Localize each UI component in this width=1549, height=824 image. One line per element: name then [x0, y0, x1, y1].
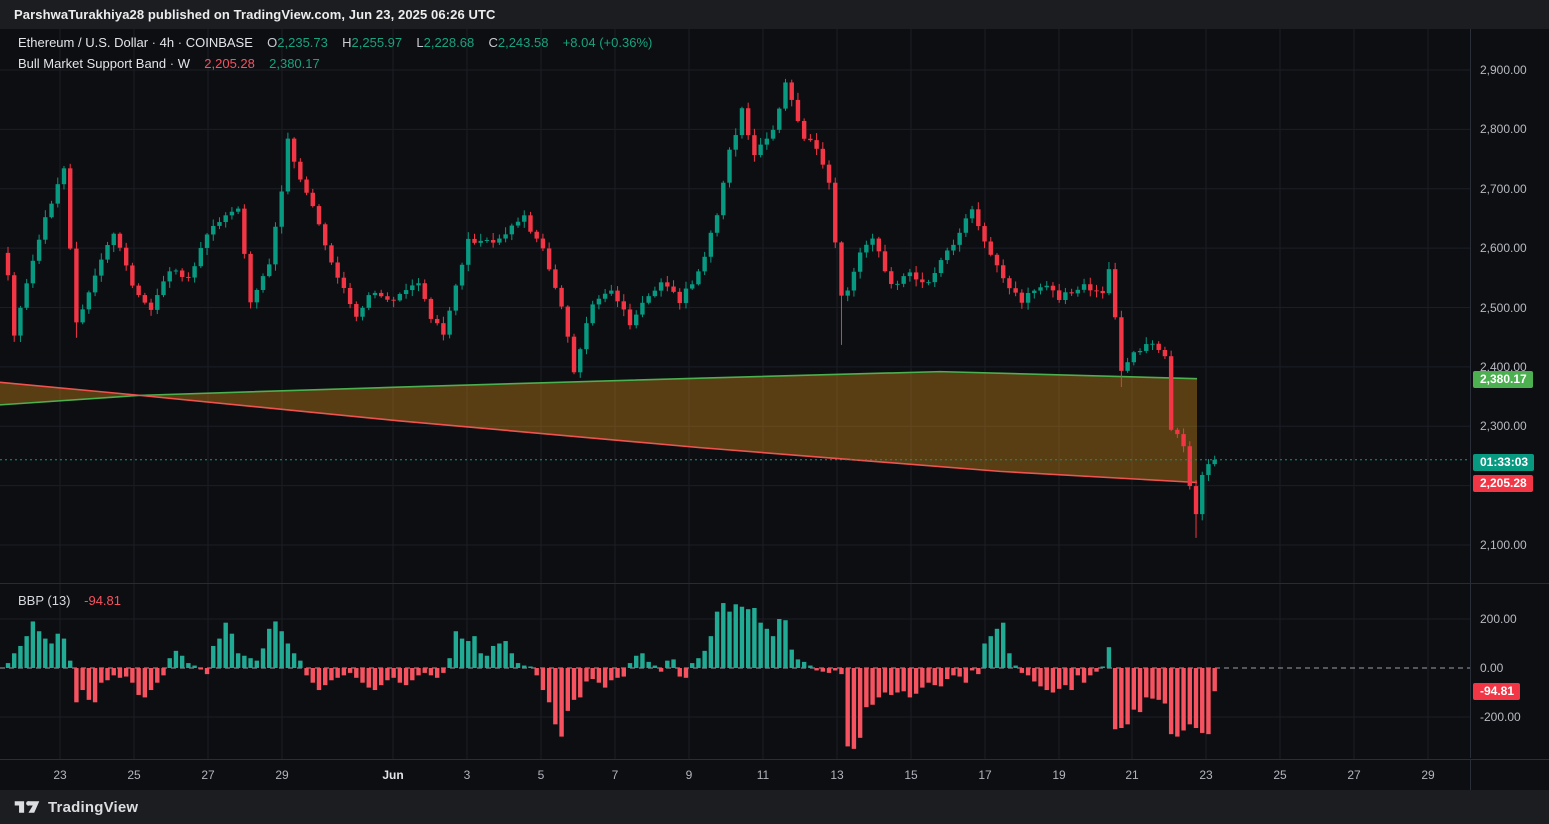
high-label: H — [342, 35, 352, 50]
tradingview-brand-text[interactable]: TradingView — [48, 798, 139, 816]
band-top-price-badge: 2,380.17 — [1473, 371, 1533, 388]
axis-price-label: 2,800.00 — [1480, 122, 1527, 137]
axis-time-label: 25 — [127, 768, 141, 782]
symbol-legend-row[interactable]: Ethereum / U.S. Dollar · 4h · COINBASE O… — [18, 35, 653, 50]
open-label: O — [267, 35, 278, 50]
time-axis[interactable]: 23 25 27 29 Jun 3 5 7 9 11 13 15 17 19 21 23 25 27 29 — [0, 759, 1470, 790]
exchange-label: COINBASE — [185, 35, 253, 50]
axis-time-label: 21 — [1125, 768, 1139, 782]
bar-countdown-badge: 01:33:03 — [1473, 454, 1535, 471]
interval-label: 4h — [159, 35, 175, 50]
axis-time-label: 29 — [275, 768, 289, 782]
band-green-value: 2,380.17 — [269, 56, 320, 71]
chart-canvas[interactable] — [0, 29, 1470, 759]
axis-time-label: 19 — [1052, 768, 1066, 782]
close-value: 2,243.58 — [497, 35, 549, 50]
axis-price-label: 0.00 — [1480, 661, 1504, 675]
axis-time-label: 9 — [685, 768, 693, 782]
axis-price-label: 2,400.00 — [1480, 359, 1527, 374]
pane-separator[interactable] — [0, 583, 1549, 584]
axis-price-label: 2,700.00 — [1480, 181, 1527, 196]
chart-legend: Ethereum / U.S. Dollar · 4h · COINBASE O… — [18, 35, 652, 77]
axis-price-label: 2,500.00 — [1480, 300, 1527, 315]
axis-time-label: 7 — [611, 768, 619, 782]
axis-time-label: 27 — [1347, 768, 1361, 782]
axis-time-label: 15 — [904, 768, 918, 782]
bbp-current-value: -94.81 — [84, 593, 122, 608]
axis-time-label: 13 — [830, 768, 844, 782]
axis-time-label: 17 — [978, 768, 992, 782]
publish-header: ParshwaTurakhiya28 published on TradingV… — [0, 0, 1549, 29]
low-value: 2,228.68 — [423, 35, 475, 50]
axis-price-label: 2,300.00 — [1480, 419, 1527, 434]
tradingview-logo-icon[interactable] — [14, 799, 40, 815]
indicator-legend-row[interactable]: Bull Market Support Band · W 2,205.28 2,… — [18, 56, 320, 71]
indicator-interval: W — [177, 56, 191, 71]
axis-price-label: 2,600.00 — [1480, 241, 1527, 256]
indicator-name[interactable]: Bull Market Support Band — [18, 56, 167, 71]
symbol-title[interactable]: Ethereum / U.S. Dollar — [18, 35, 149, 50]
axis-time-label: 11 — [756, 768, 770, 782]
axis-time-label: 29 — [1421, 768, 1435, 782]
change-value: +8.04 (+0.36%) — [562, 35, 653, 50]
bbp-value-badge: -94.81 — [1473, 683, 1521, 700]
band-bottom-price-badge: 2,205.28 — [1473, 475, 1533, 492]
axis-time-label: 5 — [537, 768, 545, 782]
axis-time-label: 23 — [53, 768, 67, 782]
axis-corner — [1470, 759, 1549, 790]
footer-bar: TradingView — [0, 790, 1549, 824]
open-value: 2,235.73 — [277, 35, 328, 50]
close-label: C — [488, 35, 498, 50]
axis-time-label: 27 — [201, 768, 215, 782]
axis-price-label: 2,100.00 — [1480, 538, 1527, 552]
axis-price-label: 2,900.00 — [1480, 63, 1527, 77]
axis-price-label: 200.00 — [1480, 612, 1517, 626]
axis-time-label: 3 — [463, 768, 471, 782]
axis-time-label: 23 — [1199, 768, 1213, 782]
low-label: L — [416, 35, 424, 50]
high-value: 2,255.97 — [351, 35, 403, 50]
axis-time-label: Jun — [382, 768, 404, 782]
bbp-legend-row[interactable]: BBP (13) -94.81 — [18, 593, 121, 608]
publish-line: ParshwaTurakhiya28 published on TradingV… — [14, 7, 496, 22]
band-red-value: 2,205.28 — [204, 56, 255, 71]
price-axis[interactable]: USD 2,900.002,800.002,700.002,600.002,50… — [1470, 29, 1549, 758]
axis-time-label: 25 — [1273, 768, 1287, 782]
chart-area[interactable]: Ethereum / U.S. Dollar · 4h · COINBASE O… — [0, 29, 1549, 790]
bbp-indicator-name[interactable]: BBP (13) — [18, 593, 71, 608]
axis-price-label: -200.00 — [1480, 710, 1521, 724]
